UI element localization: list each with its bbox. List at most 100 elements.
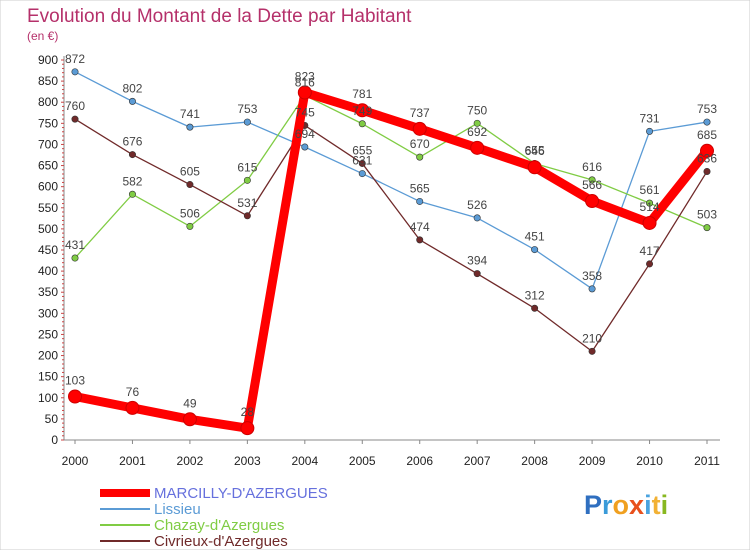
series-line	[74, 94, 708, 259]
data-label: 312	[525, 288, 545, 302]
series-point	[531, 304, 539, 312]
proxiti-logo-text: Proxiti	[584, 490, 668, 520]
data-label: 103	[65, 374, 85, 388]
legend-label: Chazay-d'Azergues	[154, 517, 284, 534]
series-point	[243, 212, 251, 220]
legend-label: Lissieu	[154, 501, 201, 518]
series-point	[416, 153, 424, 161]
x-tick-label: 2011	[694, 454, 720, 468]
data-label: 76	[126, 385, 140, 399]
axes: 0 50 100 150 200 250 300 350 400 450 500 550 600 650 7…	[38, 53, 720, 468]
series-point	[358, 170, 366, 178]
y-tick-label: 450	[38, 243, 58, 257]
series-point	[703, 224, 711, 232]
y-tick-label: 150	[38, 370, 58, 384]
data-label: 394	[467, 254, 487, 268]
data-label: 737	[410, 106, 430, 120]
series-point	[646, 199, 654, 207]
series-layer	[68, 68, 714, 436]
data-label: 685	[697, 128, 717, 142]
series-point	[703, 167, 711, 175]
logo-letter: r	[602, 490, 613, 520]
data-label: 760	[65, 99, 85, 113]
data-label: 694	[295, 127, 315, 141]
x-tick-label: 2001	[119, 454, 146, 468]
data-labels: 872 802 741 753 694 631 565 526 451 358 731 753 431 5…	[65, 52, 717, 419]
series-point	[186, 181, 194, 189]
series-point	[301, 143, 309, 151]
data-label: 753	[697, 102, 717, 116]
series-point	[186, 123, 194, 131]
series-point	[243, 176, 251, 184]
data-label: 741	[180, 107, 200, 121]
x-tick-label: 2010	[636, 454, 663, 468]
series-point	[588, 285, 596, 293]
data-label: 636	[697, 151, 717, 165]
series-line	[74, 71, 708, 290]
data-label: 781	[352, 87, 372, 101]
x-tick-label: 2002	[177, 454, 204, 468]
x-tick-label: 2006	[406, 454, 433, 468]
data-label: 731	[640, 111, 660, 125]
y-tick-label: 100	[38, 391, 58, 405]
series-point	[355, 103, 370, 118]
x-tick-label: 2005	[349, 454, 376, 468]
x-tick-label: 2004	[291, 454, 318, 468]
data-label: 750	[467, 103, 487, 117]
data-label: 749	[352, 104, 372, 118]
data-label: 745	[295, 105, 315, 119]
y-tick-label: 300	[38, 306, 58, 320]
data-label: 616	[582, 160, 602, 174]
series-point	[358, 159, 366, 167]
y-tick-label: 500	[38, 222, 58, 236]
x-tick-label: 2007	[464, 454, 491, 468]
series-point	[128, 151, 136, 159]
series-point	[68, 389, 82, 404]
series-point	[128, 190, 136, 198]
series-point	[297, 85, 312, 100]
series-point	[71, 115, 79, 123]
series-point	[416, 236, 424, 244]
series-point	[473, 214, 481, 222]
data-label: 676	[122, 135, 142, 149]
y-tick-label: 850	[38, 74, 58, 88]
series-point	[243, 118, 251, 126]
series-point	[416, 197, 424, 205]
chart-title: Evolution du Montant de la Dette par Hab…	[27, 6, 412, 27]
data-label: 605	[180, 165, 200, 179]
y-tick-label: 800	[38, 95, 58, 109]
legend-label: MARCILLY-D'AZERGUES	[154, 485, 328, 502]
y-tick-label: 200	[38, 349, 58, 363]
data-label: 646	[525, 144, 545, 158]
logo-letter: P	[584, 490, 602, 520]
data-label: 615	[237, 160, 257, 174]
y-tick-label: 700	[38, 137, 58, 151]
data-label: 474	[410, 220, 430, 234]
series-point	[240, 421, 255, 436]
data-label: 210	[582, 331, 602, 345]
series-point	[531, 246, 539, 254]
data-label: 670	[410, 137, 430, 151]
data-label: 531	[237, 196, 257, 210]
data-label: 872	[65, 52, 85, 66]
data-label: 582	[122, 174, 142, 188]
logo-letter: i	[661, 490, 669, 520]
data-label: 655	[352, 143, 372, 157]
series-point	[128, 97, 136, 105]
data-label: 506	[180, 206, 200, 220]
series-point	[182, 412, 197, 427]
chart-subtitle: (en €)	[27, 29, 58, 43]
series-point	[125, 400, 140, 415]
y-tick-label: 900	[38, 53, 58, 67]
data-label: 28	[241, 405, 255, 419]
data-label: 526	[467, 198, 487, 212]
series-point	[473, 270, 481, 278]
y-tick-label: 600	[38, 180, 58, 194]
series-point	[71, 254, 79, 262]
data-label: 566	[582, 178, 602, 192]
logo-letter: t	[652, 490, 661, 520]
series-line	[74, 118, 708, 352]
legend: MARCILLY-D'AZERGUESLissieuChazay-d'Azerg…	[100, 485, 328, 550]
series-point	[186, 222, 194, 230]
